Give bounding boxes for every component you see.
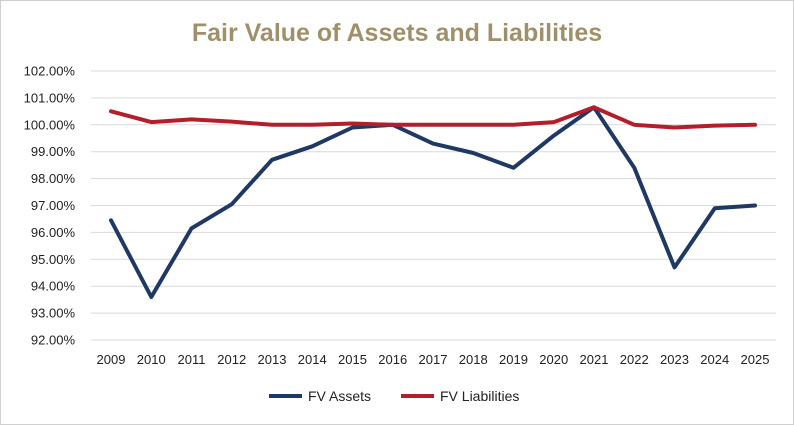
legend-label: FV Assets (308, 388, 371, 404)
gridlines (91, 70, 776, 341)
x-tick-label: 2014 (298, 352, 327, 367)
y-tick-label: 101.00% (24, 90, 76, 105)
x-tick-label: 2019 (499, 352, 528, 367)
y-tick-label: 93.00% (31, 306, 76, 321)
x-tick-label: 2022 (620, 352, 649, 367)
series-line-fv-assets (109, 105, 757, 299)
x-tick-label: 2011 (178, 352, 206, 367)
x-tick-label: 2016 (378, 352, 407, 367)
x-tick-label: 2012 (217, 352, 246, 367)
x-tick-label: 2010 (137, 352, 166, 367)
x-tick-label: 2020 (539, 352, 568, 367)
y-tick-label: 100.00% (24, 117, 76, 132)
legend: FV Assets FV Liabilities (269, 388, 519, 404)
x-tick-label: 2015 (338, 352, 367, 367)
y-axis-tick-labels: 92.00% 93.00% 94.00% 95.00% 96.00% 97.00% 98.0… (24, 64, 76, 348)
x-tick-label: 2025 (741, 352, 770, 367)
y-tick-label: 98.00% (31, 171, 76, 186)
y-tick-label: 94.00% (31, 279, 76, 294)
y-tick-label: 99.00% (31, 144, 76, 159)
x-tick-label: 2018 (459, 352, 488, 367)
x-tick-label: 2024 (700, 352, 729, 367)
y-tick-label: 102.00% (24, 64, 76, 79)
y-tick-label: 97.00% (31, 198, 76, 213)
x-tick-label: 2021 (580, 352, 609, 367)
x-tick-label: 2009 (97, 352, 126, 367)
x-tick-label: 2023 (660, 352, 689, 367)
x-axis-tick-labels: 2009 2010 2011 2012 2013 2014 2015 2016 2017 2018… (97, 352, 770, 367)
x-tick-label: 2017 (419, 352, 448, 367)
legend-label: FV Liabilities (440, 388, 519, 404)
series-line-fv-liabilities (109, 105, 757, 130)
y-tick-label: 92.00% (31, 333, 76, 348)
chart-title: Fair Value of Assets and Liabilities (192, 19, 602, 47)
series-lines (109, 105, 757, 299)
y-tick-label: 95.00% (31, 252, 76, 267)
y-tick-label: 96.00% (31, 225, 76, 240)
x-tick-label: 2013 (258, 352, 287, 367)
